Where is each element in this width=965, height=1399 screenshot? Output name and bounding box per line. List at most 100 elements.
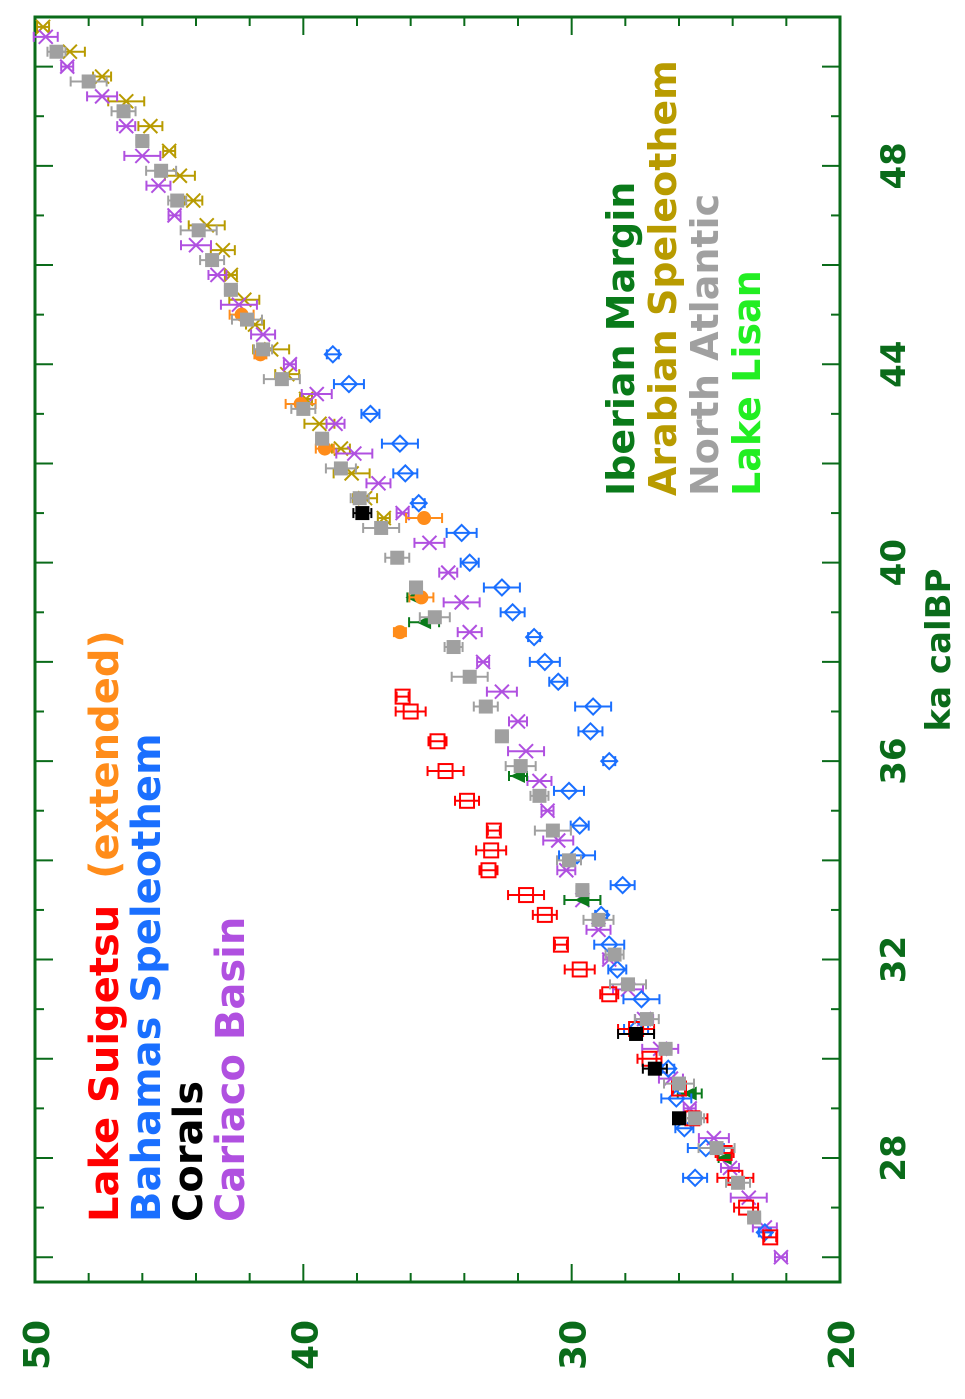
data-point — [327, 416, 344, 432]
data-point — [274, 372, 289, 387]
y-tick-label: 40 — [285, 1320, 326, 1370]
x-axis-label: ka calBP — [919, 569, 959, 732]
data-point — [607, 947, 622, 962]
x-tick-label: 40 — [874, 539, 914, 586]
data-point — [503, 602, 523, 622]
data-point — [552, 936, 569, 953]
data-point — [762, 1229, 779, 1246]
data-point — [462, 669, 477, 684]
data-point — [518, 743, 534, 759]
data-point — [205, 253, 220, 268]
data-point — [402, 703, 419, 720]
data-point — [485, 822, 502, 839]
data-point — [658, 1041, 673, 1056]
data-point — [773, 1249, 789, 1265]
data-point — [722, 1160, 738, 1176]
data-point — [513, 759, 528, 774]
data-point — [374, 520, 389, 535]
data-point — [621, 977, 636, 992]
data-point — [716, 1150, 732, 1165]
plot-frame — [33, 15, 842, 1284]
data-point — [161, 143, 177, 159]
data-point — [352, 491, 367, 506]
series-north-atlantic — [46, 44, 762, 1225]
x-tick-label: 32 — [874, 936, 914, 983]
x-tick-label: 28 — [874, 1134, 914, 1181]
data-point — [536, 906, 553, 923]
data-marks — [32, 19, 789, 1265]
data-point — [658, 1059, 678, 1079]
data-point — [315, 431, 330, 446]
data-point — [416, 615, 432, 630]
data-point — [390, 434, 410, 454]
data-point — [370, 475, 387, 492]
data-point — [38, 29, 54, 45]
series-corals — [352, 506, 686, 1126]
data-point — [709, 1141, 724, 1156]
data-point — [440, 564, 456, 581]
data-point — [545, 823, 560, 838]
data-point — [172, 168, 188, 184]
data-point — [429, 733, 446, 750]
data-point — [118, 118, 134, 134]
data-point — [613, 875, 633, 895]
legend-entry-lake-lisan: Lake Lisan — [725, 270, 769, 496]
data-point — [209, 267, 226, 283]
data-point — [355, 506, 370, 521]
data-point — [323, 344, 343, 364]
series-bahamas-speleothem — [323, 344, 775, 1242]
data-point — [571, 961, 588, 978]
data-point — [575, 883, 590, 898]
data-point — [672, 1111, 686, 1126]
data-point — [647, 1061, 662, 1076]
legend-extended-label: (extended) — [82, 630, 128, 879]
data-point — [417, 511, 432, 526]
data-point — [166, 207, 183, 224]
data-point — [688, 1111, 703, 1126]
data-point — [49, 44, 64, 59]
data-point — [311, 416, 328, 432]
data-point — [390, 550, 405, 565]
data-point — [524, 627, 544, 647]
data-point — [35, 19, 51, 35]
data-point — [185, 192, 202, 209]
data-point — [681, 1086, 697, 1101]
data-point — [134, 148, 151, 164]
data-point — [256, 342, 271, 357]
legend-entry-bahamas-speleothem: Bahamas Speleothem — [124, 733, 170, 1222]
data-point — [296, 401, 311, 416]
data-point — [142, 118, 159, 134]
data-point — [460, 553, 480, 573]
data-point — [94, 88, 110, 105]
data-point — [510, 713, 526, 730]
data-point — [741, 1189, 757, 1206]
data-point — [532, 788, 547, 803]
data-point — [518, 887, 535, 904]
legend-entry-lake-suigetsu: Lake Suigetsu (extended) — [82, 630, 128, 1222]
data-point — [591, 912, 606, 927]
data-point — [452, 523, 472, 543]
legend-right: Iberian Margin Arabian Speleothem North … — [599, 60, 769, 496]
data-point — [561, 853, 576, 868]
data-point — [478, 699, 493, 714]
data-point — [170, 193, 185, 208]
data-point — [282, 356, 298, 372]
data-point — [395, 463, 415, 483]
data-point — [346, 445, 363, 462]
data-point — [333, 461, 348, 476]
data-point — [461, 624, 478, 640]
data-point — [494, 729, 509, 744]
data-point — [437, 763, 454, 780]
data-point — [150, 177, 167, 194]
data-point — [392, 625, 407, 640]
data-point — [116, 104, 131, 119]
data-point — [154, 163, 169, 178]
data-point — [550, 832, 566, 849]
data-point — [339, 374, 359, 394]
data-point — [747, 1210, 762, 1225]
data-point — [548, 672, 568, 692]
y-tick-label: 50 — [17, 1320, 58, 1370]
data-point — [409, 580, 424, 595]
plot-frame-group — [33, 15, 842, 1284]
